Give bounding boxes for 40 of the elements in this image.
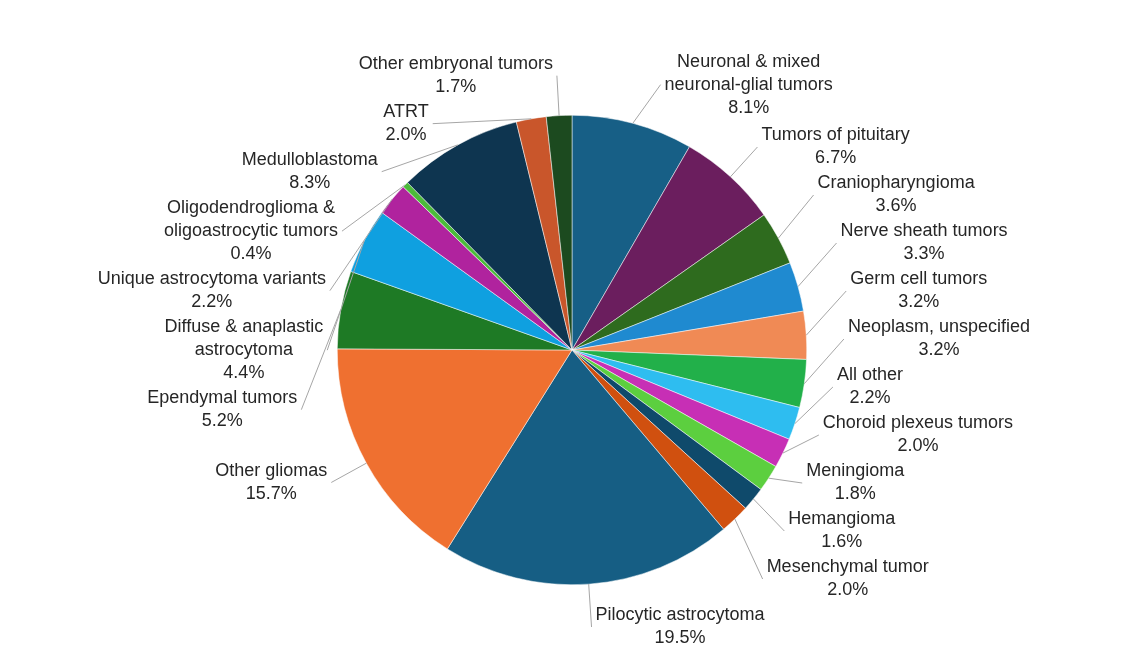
slice-label: Neuronal & mixed neuronal-glial tumors bbox=[664, 50, 833, 94]
slice-label: Tumors of pituitary bbox=[761, 124, 910, 145]
slice-label: Neoplasm, unspecified bbox=[847, 316, 1031, 337]
slice-label: All other bbox=[836, 364, 903, 385]
data-label: 3.3% bbox=[903, 243, 945, 264]
slice-label: Craniopharyngioma bbox=[817, 172, 976, 193]
slice-label: Pilocytic astrocytoma bbox=[595, 604, 766, 625]
data-label: 2.0% bbox=[827, 579, 869, 600]
slice-label: Oligodendroglioma & oligoastrocytic tumors bbox=[163, 197, 338, 241]
data-label: 3.2% bbox=[898, 291, 940, 312]
data-label: 4.4% bbox=[223, 362, 265, 383]
data-label: 8.3% bbox=[289, 172, 331, 193]
slice-label: Nerve sheath tumors bbox=[840, 220, 1008, 241]
slice-label: Choroid plexeus tumors bbox=[822, 412, 1013, 433]
slice-label: Other gliomas bbox=[215, 459, 328, 480]
data-label: 2.2% bbox=[849, 387, 891, 408]
data-label: 1.6% bbox=[821, 531, 863, 552]
data-label: 19.5% bbox=[654, 627, 706, 648]
slice-label: Mesenchymal tumor bbox=[766, 556, 929, 577]
slice-label: Ependymal tumors bbox=[147, 387, 298, 408]
data-label: 6.7% bbox=[815, 147, 857, 168]
slice-label: Diffuse & anaplastic astrocytoma bbox=[164, 316, 324, 360]
slice-label: Germ cell tumors bbox=[850, 268, 988, 289]
data-label: 3.2% bbox=[918, 339, 960, 360]
data-label: 2.0% bbox=[385, 124, 427, 145]
data-label: 1.8% bbox=[834, 483, 876, 504]
data-label: 15.7% bbox=[245, 482, 297, 503]
slice-label: Other embryonal tumors bbox=[358, 53, 553, 74]
slice-label: Unique astrocytoma variants bbox=[97, 268, 326, 289]
slice-label: Hemangioma bbox=[788, 508, 897, 529]
data-label: 0.4% bbox=[230, 243, 272, 264]
data-label: 3.6% bbox=[875, 195, 917, 216]
data-label: 2.2% bbox=[191, 291, 233, 312]
data-label: 5.2% bbox=[201, 410, 243, 431]
data-label: 1.7% bbox=[435, 76, 477, 97]
slice-label: Meningioma bbox=[806, 460, 906, 481]
data-label: 8.1% bbox=[728, 96, 770, 117]
slice-label: ATRT bbox=[383, 101, 429, 122]
slice-label: Medulloblastoma bbox=[241, 149, 379, 170]
data-label: 2.0% bbox=[897, 435, 939, 456]
